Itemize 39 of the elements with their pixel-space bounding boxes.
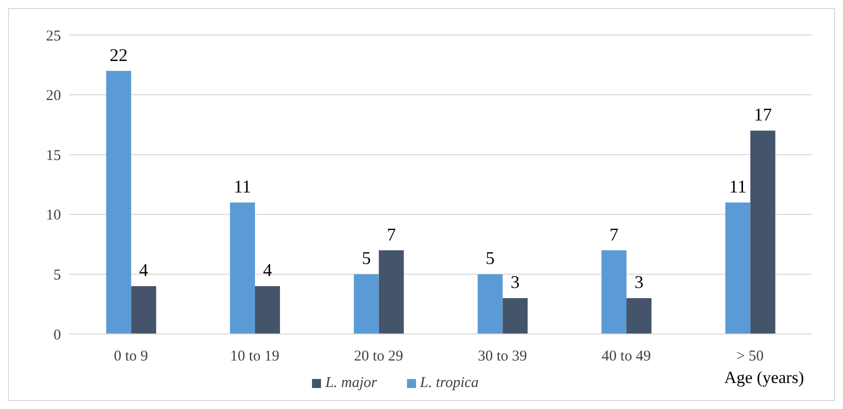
data-label: 11 [729, 176, 746, 196]
y-tick-label: 10 [46, 208, 61, 224]
bar [378, 250, 404, 334]
bar [601, 250, 626, 334]
bar [478, 274, 503, 334]
data-label: 17 [754, 104, 772, 125]
data-label: 4 [139, 260, 148, 280]
x-tick-label: 0 to 9 [114, 348, 148, 365]
data-label: 7 [609, 224, 618, 244]
data-label: 5 [362, 248, 371, 268]
x-tick-label: > 50 [736, 348, 764, 365]
legend-label: L. major [325, 375, 378, 391]
data-label: 3 [510, 272, 520, 292]
y-tick-label: 15 [46, 148, 61, 164]
x-tick-label: 40 to 49 [602, 348, 651, 365]
bar [750, 130, 776, 334]
data-label: 4 [262, 260, 272, 280]
y-tick-label: 0 [54, 327, 61, 344]
bar [106, 70, 132, 334]
x-tick-label: 30 to 39 [478, 348, 528, 365]
data-label: 11 [234, 176, 252, 196]
bar [626, 298, 652, 334]
y-tick-label: 25 [46, 28, 61, 44]
bar [254, 286, 280, 334]
bar [230, 202, 255, 334]
bar [131, 286, 156, 334]
x-tick-label: 20 to 29 [354, 348, 404, 365]
data-label: 22 [110, 44, 128, 65]
x-axis-title: Age (years) [724, 368, 804, 388]
bar [354, 274, 379, 334]
legend-label: L. tropica [420, 375, 479, 391]
x-tick-label: 10 to 19 [230, 348, 280, 365]
y-tick-label: 5 [54, 268, 61, 284]
y-tick-label: 20 [46, 88, 61, 104]
bar [502, 298, 528, 334]
data-label: 3 [634, 272, 644, 292]
data-label: 5 [486, 248, 495, 268]
bar [725, 202, 750, 334]
data-label: 7 [386, 224, 396, 244]
